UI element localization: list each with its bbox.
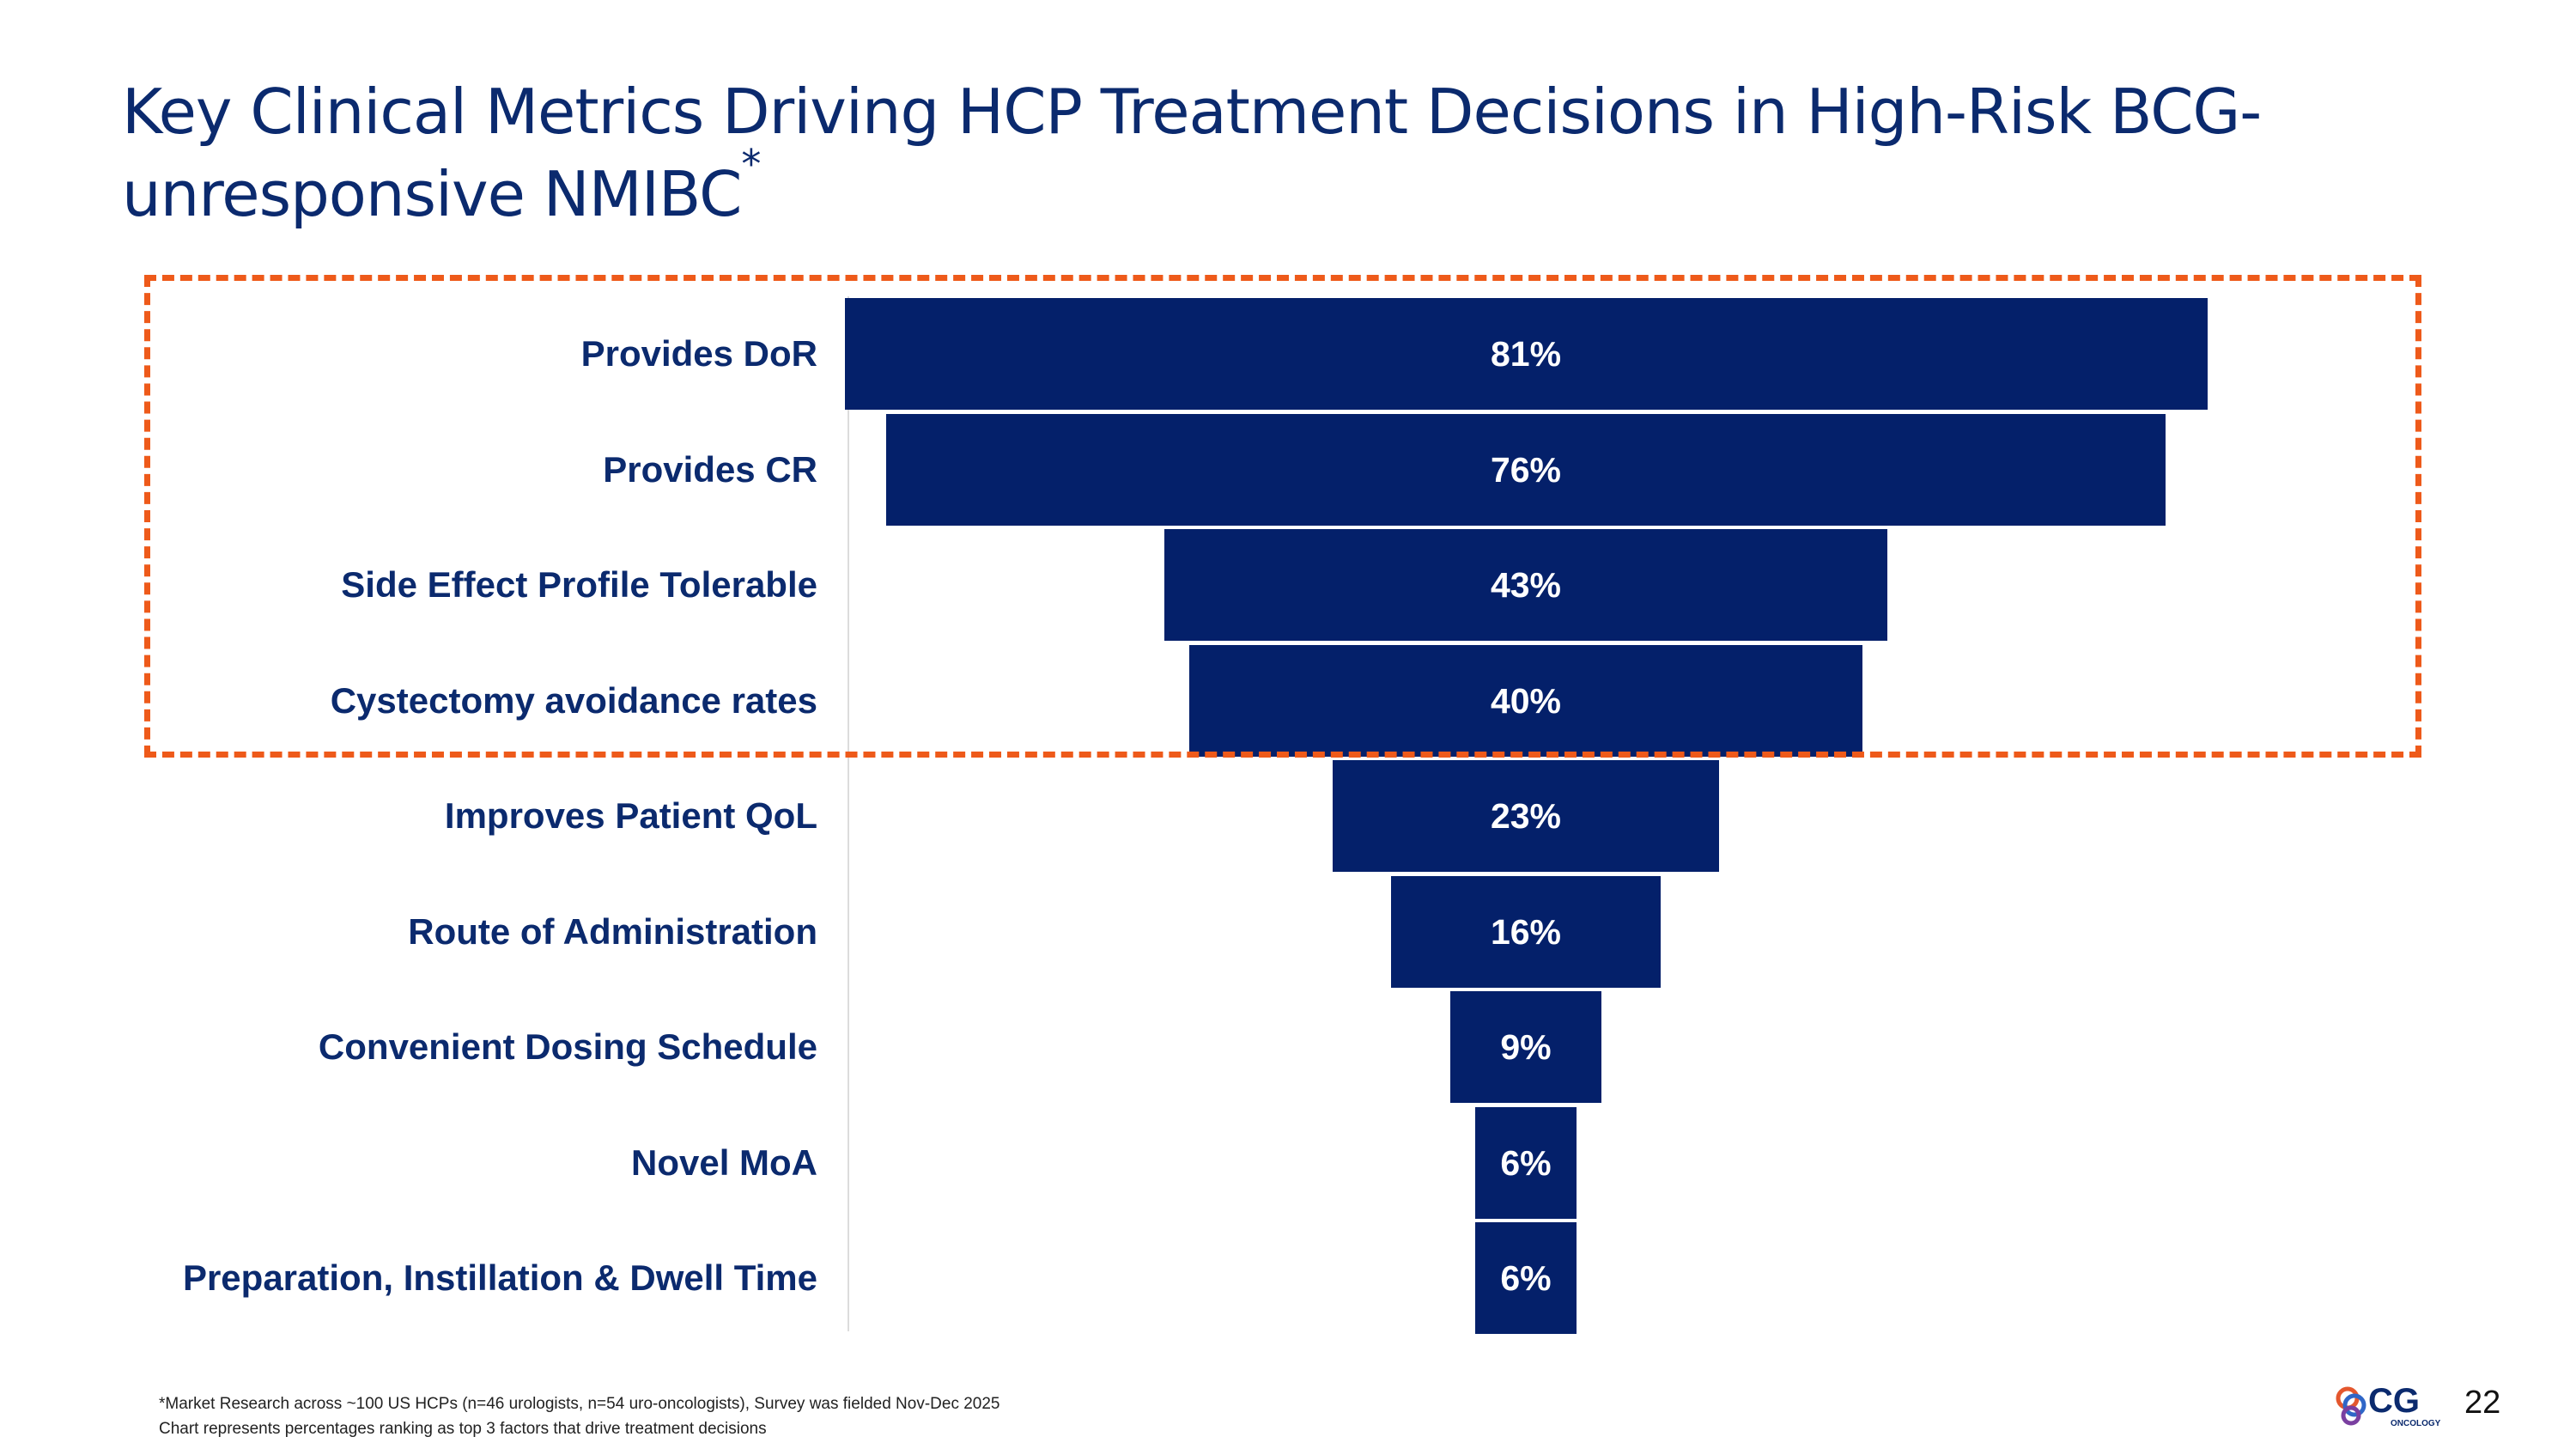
category-label: Cystectomy avoidance rates [330, 679, 817, 721]
category-label: Route of Administration [408, 910, 817, 952]
funnel-bar: 6% [1475, 1222, 1577, 1334]
highlight-dashed-box [144, 275, 2421, 758]
funnel-bar: 43% [1163, 529, 1888, 641]
category-label: Improves Patient QoL [444, 795, 817, 836]
funnel-bar: 81% [844, 298, 2208, 410]
funnel-bar: 9% [1449, 991, 1602, 1103]
logo-subtext: ONCOLOGY [2391, 1419, 2441, 1428]
funnel-bar: 16% [1391, 875, 1661, 988]
logo-ring-blue [2342, 1393, 2366, 1417]
category-label: Preparation, Instillation & Dwell Time [182, 1257, 817, 1298]
funnel-bar: 23% [1332, 760, 1720, 872]
category-label: Novel MoA [630, 1142, 817, 1183]
logo-ring-purple [2341, 1405, 2361, 1426]
logo-wordmark: CG [2368, 1382, 2420, 1420]
page-number: 22 [2464, 1385, 2501, 1421]
title-text: Key Clinical Metrics Driving HCP Treatme… [122, 76, 2262, 230]
footnote: *Market Research across ~100 US HCPs (n=… [159, 1391, 1000, 1441]
funnel-bar: 76% [886, 413, 2166, 526]
footnote-line-1: *Market Research across ~100 US HCPs (n=… [159, 1395, 1000, 1413]
category-label: Provides DoR [580, 333, 817, 374]
chart-axis-line [848, 296, 849, 1331]
category-label: Convenient Dosing Schedule [318, 1026, 817, 1067]
category-label: Side Effect Profile Tolerable [341, 564, 817, 605]
category-label: Provides CR [603, 448, 817, 490]
funnel-bar: 40% [1189, 644, 1862, 757]
funnel-bar: 6% [1475, 1106, 1577, 1219]
cg-oncology-logo: CG ONCOLOGY [2334, 1376, 2445, 1431]
footnote-line-2: Chart represents percentages ranking as … [159, 1420, 767, 1438]
title-asterisk: * [741, 141, 761, 187]
page-title: Key Clinical Metrics Driving HCP Treatme… [122, 70, 2440, 235]
